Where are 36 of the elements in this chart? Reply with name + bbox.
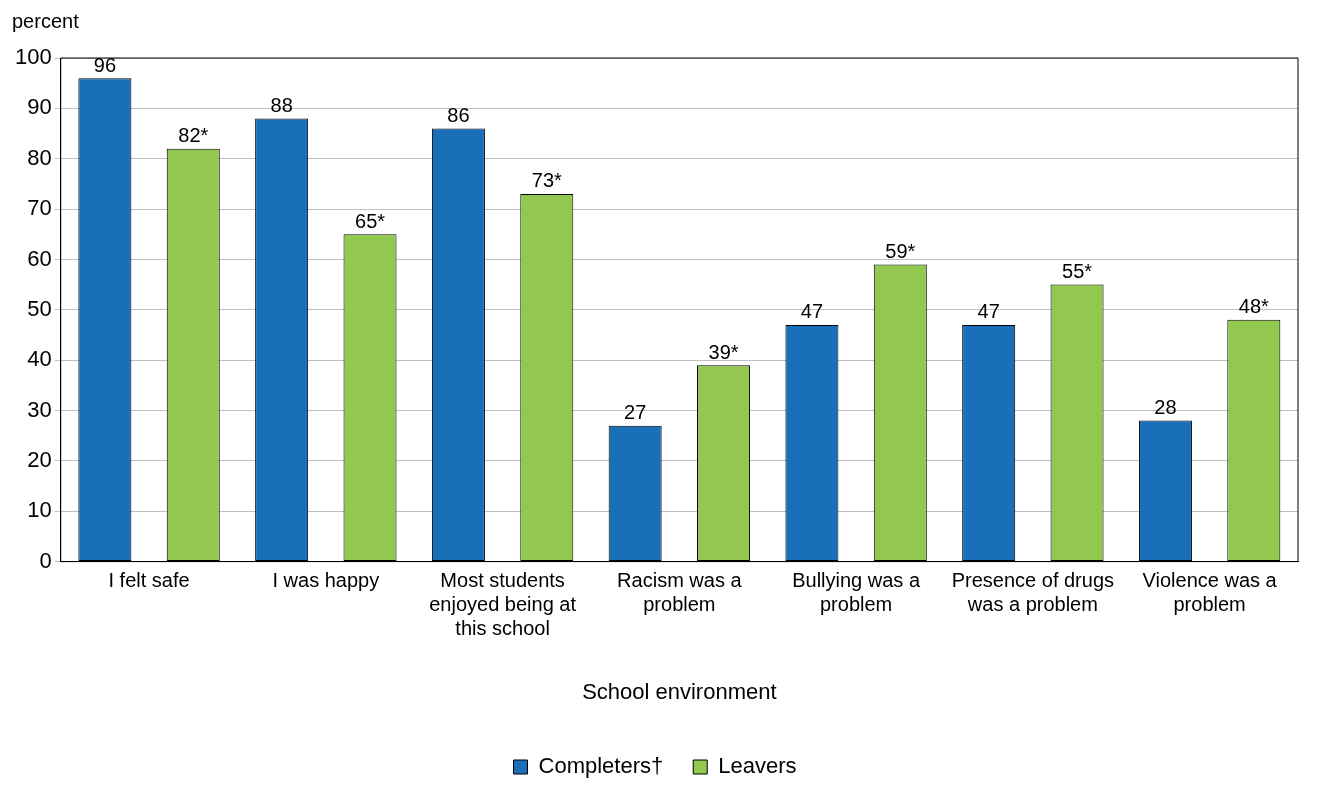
y-tick-label: 20: [27, 446, 52, 472]
data-label: 96: [93, 53, 117, 76]
x-tick-label: Violence was a problem: [1142, 569, 1278, 616]
data-label: 88: [270, 93, 293, 116]
x-axis-title: School environment: [582, 678, 777, 704]
data-label: 47: [800, 300, 824, 323]
x-tick-label: Presence of drugs was a problem: [951, 569, 1115, 616]
y-tick-label: 60: [27, 245, 52, 271]
data-label: 47: [977, 300, 1000, 323]
y-tick-label: 30: [27, 396, 52, 422]
legend-label: Leavers: [718, 753, 797, 779]
y-tick-label: 10: [27, 497, 52, 523]
y-tick-label: 40: [27, 346, 52, 372]
data-label: 65*: [355, 209, 386, 232]
x-tick-label: Bullying was a problem: [792, 569, 921, 616]
x-tick-label: I felt safe: [108, 569, 190, 592]
y-tick-label: 0: [39, 547, 52, 573]
y-tick-label: 70: [27, 195, 52, 221]
data-label: 28: [1154, 396, 1177, 419]
y-tick-label: 100: [14, 44, 52, 70]
data-label: 86: [447, 104, 470, 127]
x-tick-label: Most students enjoyed being at this school: [429, 569, 577, 640]
y-tick-label: 90: [27, 94, 52, 120]
y-tick-label: 50: [27, 295, 52, 321]
data-label: 55*: [1062, 260, 1093, 283]
data-label: 73*: [531, 169, 563, 192]
y-axis-title: percent: [12, 9, 80, 32]
data-label: 48*: [1238, 295, 1270, 318]
x-tick-label: Racism was a problem: [617, 569, 743, 616]
x-tick-label: I was happy: [272, 569, 380, 592]
data-label: 39*: [708, 340, 739, 363]
y-tick-label: 80: [27, 144, 52, 170]
data-label: 82*: [178, 124, 209, 147]
legend-label: Completers†: [538, 753, 664, 779]
data-label: 59*: [885, 239, 916, 262]
data-label: 27: [624, 401, 647, 424]
